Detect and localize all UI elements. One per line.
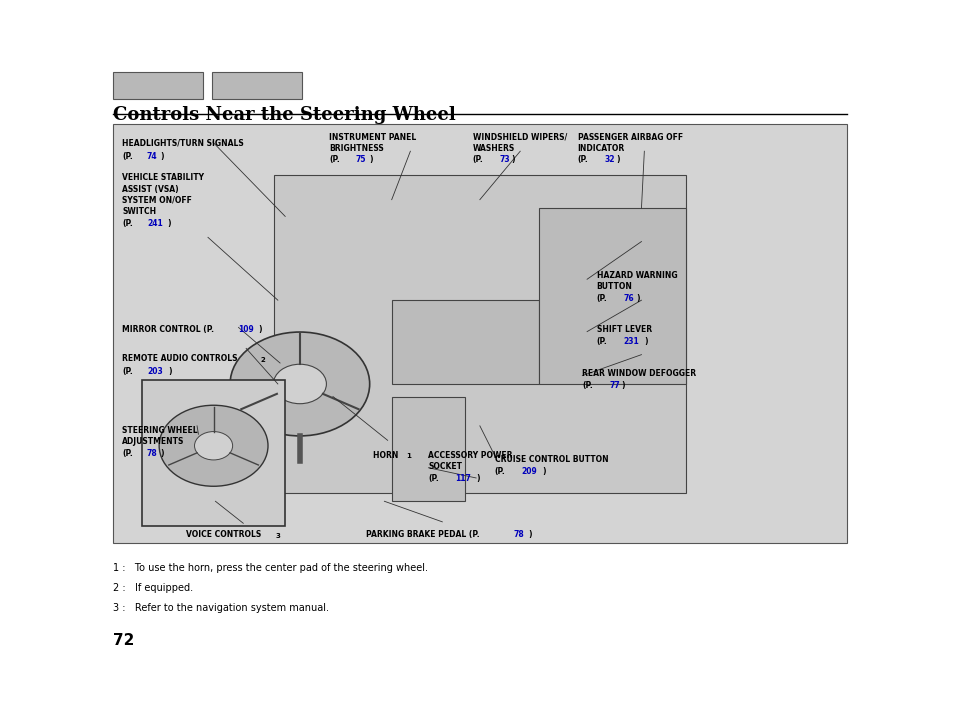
Text: 117: 117 [455,474,471,483]
Bar [392,300,538,384]
Text: 3 :   Refer to the navigation system manual.: 3 : Refer to the navigation system manua… [112,603,328,613]
Text: BRIGHTNESS: BRIGHTNESS [329,144,384,153]
Text: 74: 74 [147,152,157,161]
Text: REAR WINDOW DEFOGGER: REAR WINDOW DEFOGGER [581,369,696,378]
Text: PASSENGER AIRBAG OFF: PASSENGER AIRBAG OFF [577,133,682,142]
Text: CRUISE CONTROL BUTTON: CRUISE CONTROL BUTTON [494,455,608,464]
Text: STEERING WHEEL: STEERING WHEEL [122,426,197,435]
Text: INDICATOR: INDICATOR [577,144,624,153]
Circle shape [274,364,326,404]
Text: 75: 75 [355,155,366,165]
Text: SYSTEM ON/OFF: SYSTEM ON/OFF [122,196,192,205]
Text: VOICE CONTROLS: VOICE CONTROLS [186,530,264,540]
Text: ): ) [636,294,639,302]
Text: ): ) [511,155,515,165]
Text: ): ) [616,155,619,165]
Bar [274,175,685,493]
Text: (P.: (P. [596,337,607,346]
Text: 78: 78 [147,449,157,457]
Text: ): ) [620,381,624,390]
Text: 203: 203 [147,366,163,376]
Bar [142,380,285,526]
Text: 72: 72 [112,633,133,648]
Text: WASHERS: WASHERS [472,144,515,153]
Text: SHIFT LEVER: SHIFT LEVER [596,325,651,334]
Text: HORN: HORN [373,451,401,460]
Text: HAZARD WARNING: HAZARD WARNING [596,271,677,280]
Text: 241: 241 [147,219,163,228]
Text: (P.: (P. [581,381,593,390]
Text: SWITCH: SWITCH [122,207,156,217]
Text: 3: 3 [275,532,280,538]
Text: 78: 78 [514,530,524,540]
Bar [538,208,685,384]
Text: VEHICLE STABILITY: VEHICLE STABILITY [122,173,204,182]
Text: (P.: (P. [596,294,607,302]
Text: ): ) [476,474,479,483]
Text: (P.: (P. [122,449,132,457]
Text: ADJUSTMENTS: ADJUSTMENTS [122,437,184,446]
Text: ACCESSORY POWER: ACCESSORY POWER [428,451,513,460]
Text: ): ) [168,366,172,376]
Circle shape [159,405,268,486]
Bar [112,124,846,543]
Text: 77: 77 [608,381,619,390]
Text: MIRROR CONTROL (P.: MIRROR CONTROL (P. [122,325,213,334]
Text: BUTTON: BUTTON [596,282,632,291]
Bar [392,396,465,501]
Text: 109: 109 [238,325,254,334]
Bar [112,72,203,99]
Text: 209: 209 [520,466,537,476]
Text: ): ) [643,337,647,346]
Text: ): ) [167,219,171,228]
Text: (P.: (P. [122,366,132,376]
Text: 2: 2 [260,356,265,363]
Text: ): ) [369,155,373,165]
Text: ): ) [160,449,164,457]
Text: (P.: (P. [428,474,438,483]
Text: SOCKET: SOCKET [428,462,462,471]
Text: (P.: (P. [494,466,505,476]
Text: HEADLIGHTS/TURN SIGNALS: HEADLIGHTS/TURN SIGNALS [122,138,244,148]
Text: 1 :   To use the horn, press the center pad of the steering wheel.: 1 : To use the horn, press the center pa… [112,563,427,573]
Text: 2 :   If equipped.: 2 : If equipped. [112,583,193,593]
Text: ): ) [528,530,531,540]
Text: REMOTE AUDIO CONTROLS: REMOTE AUDIO CONTROLS [122,354,240,363]
Text: INSTRUMENT PANEL: INSTRUMENT PANEL [329,133,416,142]
Circle shape [230,332,369,436]
Text: WINDSHIELD WIPERS/: WINDSHIELD WIPERS/ [472,133,566,142]
Text: Controls Near the Steering Wheel: Controls Near the Steering Wheel [112,106,455,124]
Text: PARKING BRAKE PEDAL (P.: PARKING BRAKE PEDAL (P. [366,530,479,540]
Text: (P.: (P. [577,155,588,165]
Text: 231: 231 [622,337,639,346]
Bar [212,72,302,99]
Text: (P.: (P. [122,152,132,161]
Text: ASSIST (VSA): ASSIST (VSA) [122,185,178,194]
Text: (P.: (P. [122,219,132,228]
Text: 1: 1 [405,453,410,459]
Text: 76: 76 [622,294,634,302]
Text: (P.: (P. [329,155,339,165]
Text: ): ) [258,325,262,334]
Text: 73: 73 [498,155,509,165]
Circle shape [194,432,233,460]
Text: (P.: (P. [472,155,483,165]
Text: ): ) [160,152,164,161]
Text: ): ) [541,466,545,476]
Text: 32: 32 [603,155,614,165]
